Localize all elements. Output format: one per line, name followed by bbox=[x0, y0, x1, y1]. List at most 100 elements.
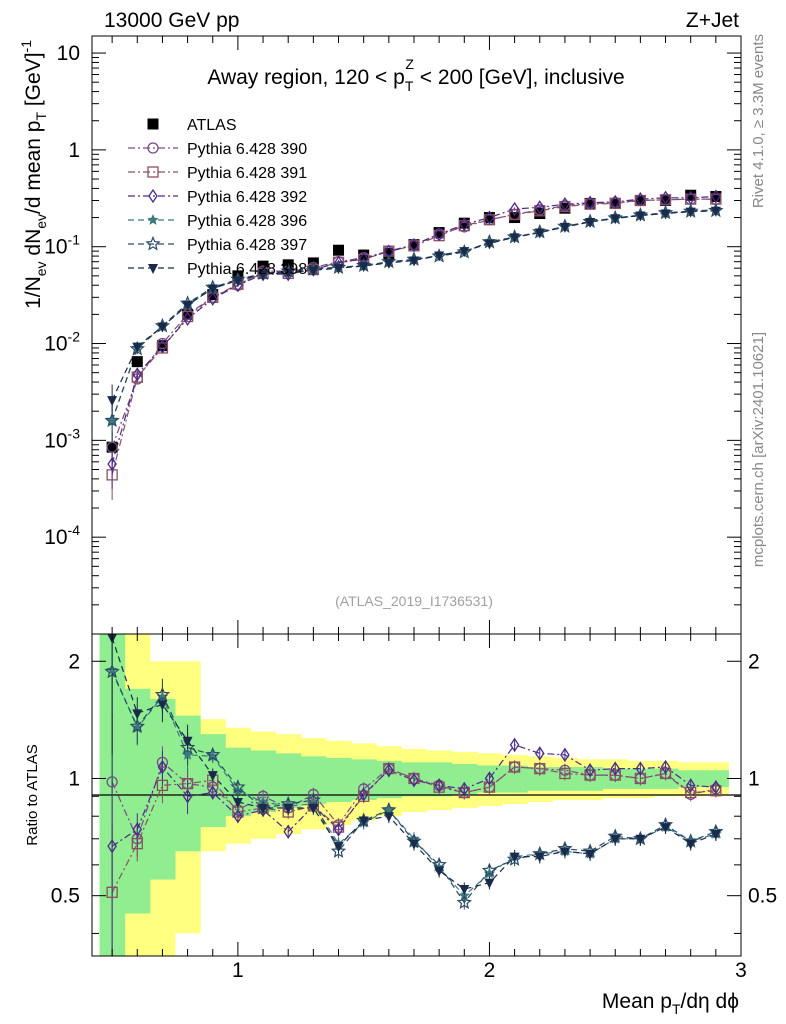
legend-marker bbox=[147, 166, 159, 178]
main-marker bbox=[232, 276, 243, 287]
ratio-marker bbox=[685, 839, 696, 850]
main-marker bbox=[131, 371, 143, 383]
ratio-marker bbox=[434, 866, 445, 877]
main-marker bbox=[131, 356, 143, 368]
plot-title-sub: T bbox=[405, 78, 414, 94]
ratio-marker bbox=[207, 750, 219, 762]
ratio-marker bbox=[585, 849, 596, 860]
ratio-marker bbox=[179, 739, 196, 755]
ratio-marker bbox=[283, 824, 293, 839]
x-tick-label: 2 bbox=[484, 959, 496, 982]
main-marker bbox=[710, 190, 722, 202]
main-marker bbox=[182, 308, 194, 320]
main-marker bbox=[585, 217, 596, 228]
ratio-frame bbox=[91, 633, 742, 957]
ratio-marker bbox=[207, 781, 219, 793]
main-marker bbox=[534, 205, 546, 217]
main-marker bbox=[459, 247, 470, 258]
analysis-label: (ATLAS_2019_I1736531) bbox=[335, 593, 493, 609]
ratio-marker bbox=[685, 786, 697, 799]
ratio-marker bbox=[609, 769, 621, 781]
ratio-marker bbox=[157, 700, 168, 711]
main-marker bbox=[560, 196, 570, 212]
ratio-marker bbox=[131, 838, 143, 850]
ratio-marker bbox=[710, 830, 721, 841]
main-marker bbox=[484, 210, 495, 225]
ratio-marker bbox=[534, 852, 545, 863]
ratio-marker bbox=[207, 771, 218, 782]
legend: ATLAS Pythia 6.428 390 Pythia 6.428 391 Pyt… bbox=[128, 117, 307, 278]
main-marker bbox=[106, 441, 118, 453]
ratio-marker bbox=[156, 756, 169, 769]
ratio-marker bbox=[584, 769, 596, 781]
x-axis-label: Mean pT/dη dϕ bbox=[602, 990, 739, 1017]
plot-title: Away region, 120 < pTZ < 200 [GeV], incl… bbox=[207, 56, 624, 94]
main-marker bbox=[711, 189, 721, 204]
legend-label: Pythia 6.428 391 bbox=[187, 165, 307, 182]
main-marker bbox=[609, 197, 621, 209]
ratio-marker bbox=[481, 862, 498, 878]
x-tick-labels: 1 2 3 bbox=[232, 959, 747, 982]
ratio-marker bbox=[534, 762, 546, 775]
legend-label: Pythia 6.428 392 bbox=[187, 189, 307, 206]
main-marker bbox=[132, 367, 143, 382]
main-marker bbox=[207, 284, 218, 295]
main-marker bbox=[635, 191, 646, 207]
ratio-marker bbox=[456, 894, 472, 910]
ratio-marker bbox=[509, 852, 520, 863]
main-y-tick-label: 10-3 bbox=[44, 425, 80, 452]
legend-item: Pythia 6.428 391 bbox=[128, 165, 307, 182]
ratio-marker bbox=[358, 783, 370, 795]
legend-marker bbox=[148, 264, 158, 274]
main-marker bbox=[207, 289, 219, 301]
ratio-marker bbox=[157, 759, 168, 775]
ratio-marker bbox=[205, 746, 221, 762]
main-marker bbox=[509, 212, 521, 224]
main-y-tick-labels: 10-4 10-3 10-2 10-1 1 10 bbox=[44, 42, 80, 549]
ratio-marker bbox=[154, 686, 171, 702]
main-marker bbox=[534, 228, 545, 239]
main-marker bbox=[104, 412, 120, 428]
main-marker bbox=[710, 206, 721, 217]
main-plot-area bbox=[104, 189, 724, 501]
main-marker bbox=[409, 237, 419, 253]
ratio-y-tick-label-left: 2 bbox=[68, 650, 80, 673]
ratio-marker bbox=[685, 778, 696, 793]
main-marker bbox=[585, 195, 595, 210]
main-marker bbox=[408, 239, 420, 251]
mcplots-label: mcplots.cern.ch [arXiv:2401.10621] bbox=[750, 332, 767, 567]
main-panel: 10-4 10-3 10-2 10-1 1 10 Away region, 120 < p… bbox=[18, 35, 742, 635]
ratio-marker bbox=[610, 834, 621, 845]
ratio-marker bbox=[660, 823, 671, 834]
ratio-marker bbox=[458, 786, 470, 799]
ratio-marker bbox=[585, 763, 595, 778]
legend-label: Pythia 6.428 397 bbox=[187, 237, 307, 254]
main-marker bbox=[308, 266, 319, 277]
legend-marker bbox=[148, 188, 158, 204]
main-marker bbox=[182, 311, 193, 326]
ratio-marker bbox=[660, 759, 671, 775]
ratio-y-tick-label-right: 2 bbox=[748, 650, 760, 673]
ratio-markers bbox=[104, 634, 724, 910]
main-marker bbox=[508, 208, 521, 221]
ratio-marker bbox=[459, 885, 470, 896]
main-marker bbox=[685, 207, 696, 218]
legend-item: Pythia 6.428 398 bbox=[128, 261, 307, 278]
main-marker bbox=[358, 249, 370, 261]
main-marker bbox=[685, 189, 697, 201]
legend-marker bbox=[145, 235, 161, 251]
main-marker bbox=[182, 300, 193, 311]
ratio-marker bbox=[711, 779, 721, 795]
ratio-marker bbox=[207, 785, 218, 800]
legend-item: Pythia 6.428 392 bbox=[128, 188, 307, 206]
legend-label: Pythia 6.428 390 bbox=[187, 141, 307, 158]
main-y-tick-label: 10-4 bbox=[44, 522, 80, 549]
ratio-axis-ticks bbox=[92, 634, 742, 956]
legend-label: Pythia 6.428 398 bbox=[187, 261, 307, 278]
ratio-marker bbox=[559, 847, 570, 858]
main-marker bbox=[660, 195, 672, 207]
ratio-marker bbox=[333, 842, 344, 853]
main-marker bbox=[534, 200, 545, 215]
ratio-marker bbox=[182, 789, 193, 804]
main-marker bbox=[484, 239, 495, 250]
